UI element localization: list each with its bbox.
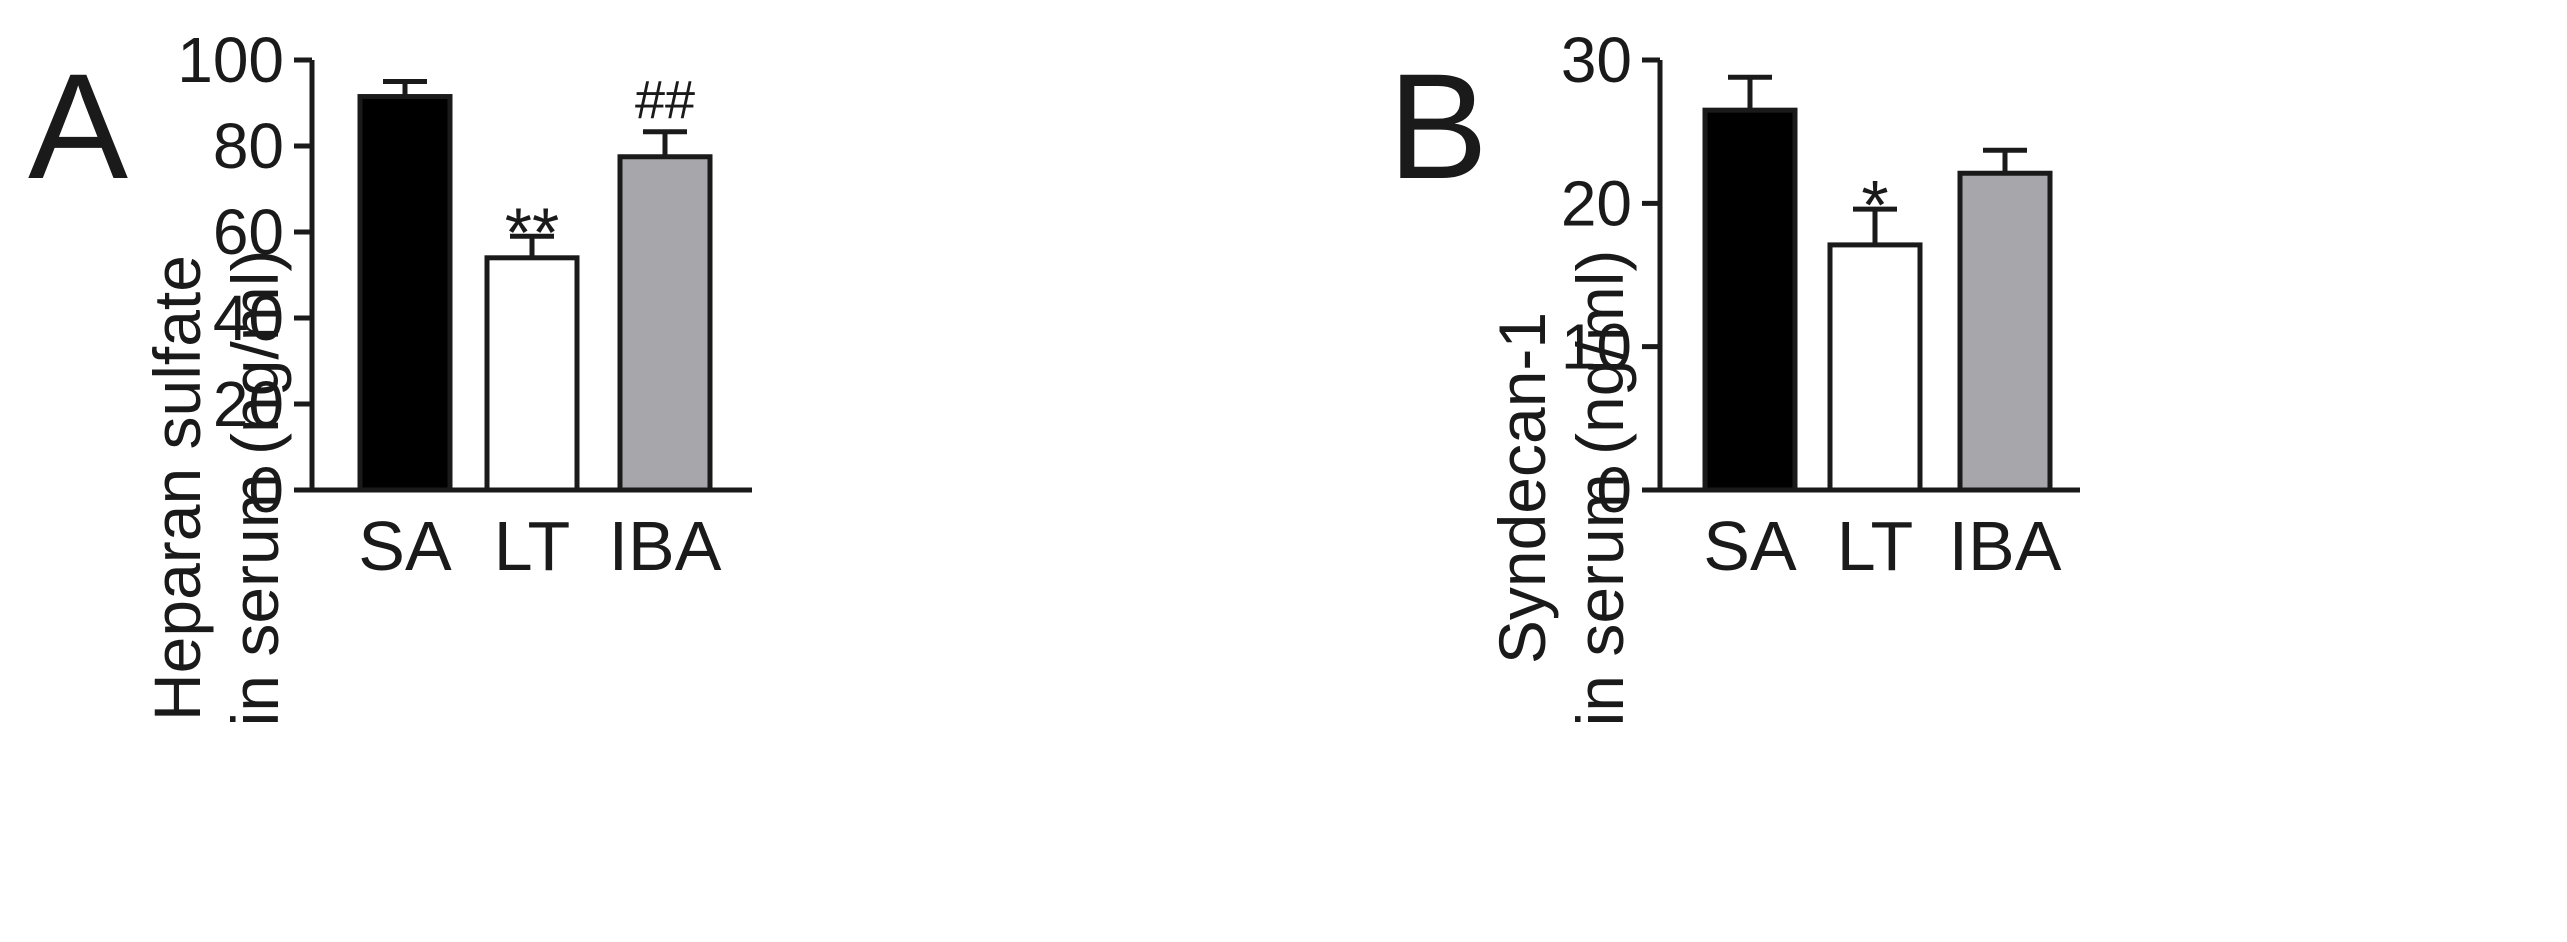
panel-b-ylabel-line-2: in serum (ng/ml) [1563, 250, 1637, 727]
panel-a: A Heparan sulfate in serum (ng/ml) 0 20 40… [28, 24, 752, 726]
panel-b-bar-lt [1827, 242, 1923, 493]
panel-a-y-tick-label: 80 [213, 110, 284, 182]
panel-a-ylabel-line-1: Heparan sulfate [140, 255, 214, 721]
panel-b-bar-iba [1957, 170, 2053, 493]
panel-a-category-label: LT [494, 507, 571, 585]
panel-b: B Syndecan-1 in serum (ng/ml) 0 10 20 30 SA L… [1388, 24, 2080, 726]
panel-a-ylabel: Heparan sulfate in serum (ng/ml) [140, 250, 292, 727]
panel-b-category-label: LT [1837, 507, 1914, 585]
panel-b-y-tick-label: 30 [1561, 24, 1632, 96]
panel-a-y-tick-label: 20 [213, 368, 284, 440]
panel-a-plot: 0 20 40 60 80 100 SA LT ** IBA ## [177, 24, 752, 585]
panel-a-y-tick-label: 40 [213, 282, 284, 354]
panel-b-y-tick-label: 20 [1561, 167, 1632, 239]
panel-a-bar-iba [617, 154, 713, 493]
panel-a-y-tick-label: 0 [248, 454, 284, 526]
panel-b-letter: B [1388, 42, 1488, 210]
panel-a-significance-label: ## [635, 70, 695, 130]
panel-b-y-tick-label: 10 [1561, 311, 1632, 383]
panel-a-bar-sa [357, 94, 453, 493]
panel-b-bar-sa [1702, 107, 1798, 493]
panel-b-ylabel: Syndecan-1 in serum (ng/ml) [1485, 250, 1637, 727]
panel-b-category-label: SA [1703, 507, 1797, 585]
panel-b-y-tick-label: 0 [1596, 454, 1632, 526]
panel-a-ylabel-line-2: in serum (ng/ml) [218, 250, 292, 727]
panel-b-category-label: IBA [1949, 507, 2062, 585]
panel-a-y-tick-label: 100 [177, 24, 284, 96]
panel-a-category-label: IBA [609, 507, 722, 585]
panel-a-bar-lt [484, 255, 580, 493]
panel-a-category-label: SA [358, 507, 452, 585]
panel-a-y-tick-label: 60 [213, 196, 284, 268]
panel-b-ylabel-line-1: Syndecan-1 [1485, 312, 1559, 664]
panel-a-letter: A [28, 42, 128, 210]
panel-b-plot: 0 10 20 30 SA LT * IBA [1561, 24, 2080, 585]
panel-b-significance-label: * [1861, 166, 1888, 244]
panel-a-significance-label: ** [505, 193, 559, 271]
